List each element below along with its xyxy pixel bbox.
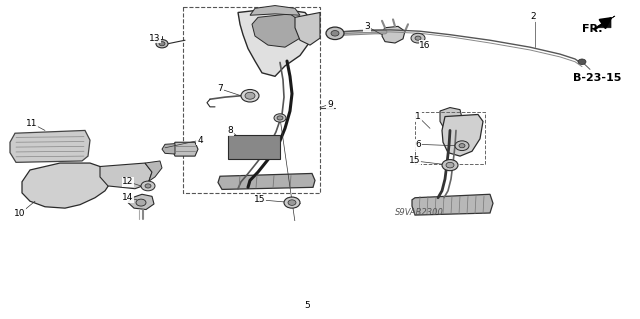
Polygon shape [595,16,615,28]
Circle shape [446,162,454,168]
Circle shape [326,27,344,40]
Circle shape [578,59,586,64]
Circle shape [411,33,425,43]
Circle shape [245,92,255,99]
Text: 11: 11 [26,119,38,128]
Text: 9: 9 [327,100,333,108]
Polygon shape [22,163,112,208]
Text: 13: 13 [149,34,161,43]
Circle shape [284,197,300,208]
Polygon shape [250,5,300,15]
Circle shape [141,181,155,191]
Bar [183,7,320,193]
Text: 12: 12 [122,177,134,186]
Text: 8: 8 [227,126,233,135]
Polygon shape [440,108,462,130]
Polygon shape [238,8,315,76]
Circle shape [159,41,165,46]
Polygon shape [218,174,315,189]
Polygon shape [382,26,405,43]
Circle shape [145,184,151,188]
Circle shape [442,160,458,171]
Text: 6: 6 [415,140,421,149]
Polygon shape [442,115,483,156]
Text: B-23-15: B-23-15 [573,73,621,83]
Text: FR.: FR. [582,24,602,34]
Polygon shape [295,12,320,45]
Text: 4: 4 [197,136,203,145]
Circle shape [415,36,421,40]
Circle shape [136,199,146,206]
Text: 7: 7 [217,84,223,93]
Circle shape [459,144,465,148]
Bar [228,135,280,159]
Text: 5: 5 [304,301,310,310]
Text: 1: 1 [415,112,421,121]
Circle shape [241,90,259,102]
Polygon shape [412,194,493,215]
Polygon shape [172,142,198,156]
Polygon shape [162,144,175,154]
Polygon shape [100,163,152,189]
Circle shape [277,116,283,120]
Text: 10: 10 [14,209,26,218]
Text: 16: 16 [419,41,431,49]
Text: 3: 3 [364,22,370,31]
Polygon shape [10,130,90,162]
Polygon shape [252,14,305,47]
Polygon shape [128,194,154,210]
Circle shape [455,141,469,151]
Circle shape [288,200,296,205]
Circle shape [331,31,339,36]
Text: 15: 15 [254,195,266,204]
Text: 15: 15 [409,156,420,166]
Circle shape [156,40,168,48]
Circle shape [274,114,286,122]
Text: 14: 14 [122,193,134,202]
Polygon shape [145,161,162,184]
Text: S9VAB2300: S9VAB2300 [395,208,444,217]
Bar [415,112,485,164]
Text: 2: 2 [530,12,536,21]
